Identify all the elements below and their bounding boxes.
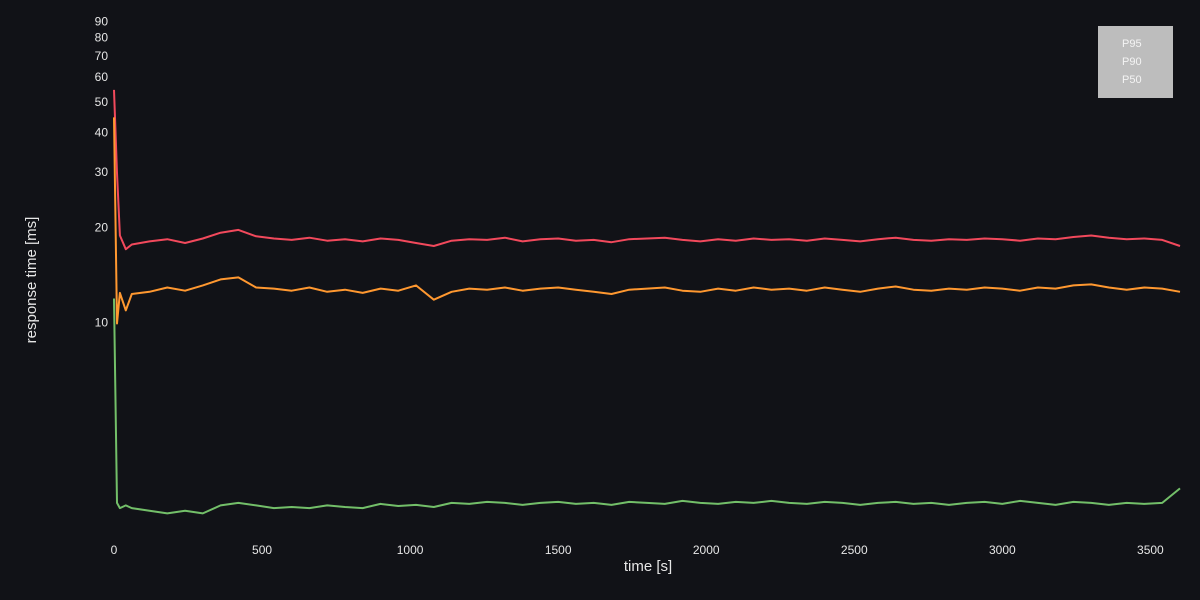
y-tick-label: 10 bbox=[95, 316, 109, 330]
x-tick-label: 3000 bbox=[989, 543, 1016, 557]
x-tick-label: 2000 bbox=[693, 543, 720, 557]
legend-label: P90 bbox=[1122, 56, 1142, 68]
y-tick-label: 30 bbox=[95, 165, 109, 179]
legend-label: P95 bbox=[1122, 38, 1142, 50]
y-tick-label: 70 bbox=[95, 49, 109, 63]
series-line bbox=[113, 89, 1181, 251]
x-axis-title: time [s] bbox=[624, 558, 672, 575]
x-tick-label: 1000 bbox=[397, 543, 424, 557]
y-tick-label: 60 bbox=[95, 70, 109, 84]
y-tick-label: 40 bbox=[95, 126, 109, 140]
x-tick-label: 0 bbox=[111, 543, 118, 557]
legend-box bbox=[1098, 26, 1173, 98]
y-tick-label: 50 bbox=[95, 95, 109, 109]
x-tick-label: 2500 bbox=[841, 543, 868, 557]
y-tick-label: 80 bbox=[95, 31, 109, 45]
x-tick-label: 500 bbox=[252, 543, 272, 557]
series-line bbox=[113, 117, 1181, 325]
legend: P95 P90 P50 bbox=[1098, 26, 1173, 98]
x-tick-label: 3500 bbox=[1137, 543, 1164, 557]
legend-label: P50 bbox=[1122, 74, 1142, 86]
y-tick-label: 90 bbox=[95, 15, 109, 29]
x-tick-label: 1500 bbox=[545, 543, 572, 557]
y-axis-title: response time [ms] bbox=[23, 217, 40, 344]
y-tick-label: 20 bbox=[95, 221, 109, 235]
series-line bbox=[113, 298, 1181, 515]
